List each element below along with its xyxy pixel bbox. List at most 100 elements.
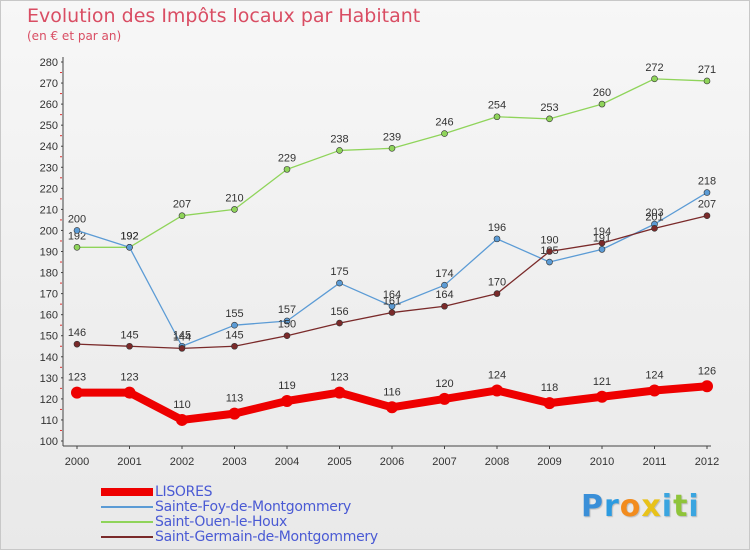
data-point <box>648 384 661 397</box>
data-label: 121 <box>593 376 611 388</box>
legend-swatch <box>101 521 153 523</box>
y-tick-label: 240 <box>40 141 58 153</box>
legend-label: Saint-Germain-de-Montgommery <box>155 529 378 545</box>
data-point <box>438 392 451 405</box>
legend-label: Saint-Ouen-le-Houx <box>155 514 287 530</box>
data-point <box>543 397 556 410</box>
data-point <box>703 189 711 196</box>
x-tick-label: 2003 <box>222 456 246 468</box>
data-point <box>176 413 188 426</box>
logo-letter: t <box>673 489 689 524</box>
data-point <box>441 302 448 310</box>
x-tick-label: 2001 <box>117 456 141 468</box>
legend-swatch <box>101 536 153 538</box>
y-tick-label: 180 <box>40 268 58 280</box>
data-point <box>598 100 606 108</box>
y-tick-label: 120 <box>40 394 58 406</box>
data-label: 239 <box>383 131 401 143</box>
legend-label: LISORES <box>155 484 213 500</box>
data-point <box>651 225 658 232</box>
data-point <box>281 394 293 407</box>
series-line-saint-germain-de-montgommery <box>76 215 708 350</box>
data-point <box>546 248 553 255</box>
data-point <box>178 345 186 352</box>
data-label: 194 <box>593 226 611 238</box>
legend-swatch <box>101 488 153 496</box>
data-label: 174 <box>435 268 453 280</box>
data-label: 196 <box>488 222 506 234</box>
data-label: 145 <box>120 329 138 341</box>
data-point <box>126 243 133 251</box>
data-label: 113 <box>226 393 244 405</box>
data-label: 253 <box>540 102 558 114</box>
data-point <box>493 235 501 243</box>
x-tick-label: 2005 <box>327 456 351 468</box>
data-label: 110 <box>173 399 191 411</box>
logo-letter: o <box>619 489 642 524</box>
data-point <box>336 147 343 154</box>
y-tick-label: 220 <box>40 183 58 195</box>
data-label: 116 <box>383 386 401 398</box>
data-label: 260 <box>593 87 611 99</box>
x-tick-label: 2000 <box>65 456 89 468</box>
x-tick-label: 2007 <box>432 456 456 468</box>
x-tick-label: 2010 <box>590 456 614 468</box>
data-point <box>598 246 606 253</box>
data-point <box>493 290 501 297</box>
data-label: 124 <box>645 369 663 381</box>
y-tick-label: 130 <box>40 373 58 385</box>
data-label: 210 <box>225 192 243 204</box>
data-label: 164 <box>383 289 401 301</box>
data-point <box>388 145 396 152</box>
data-point <box>336 319 343 327</box>
data-point <box>126 342 133 350</box>
y-tick-label: 270 <box>40 78 58 90</box>
data-point <box>703 212 711 220</box>
x-tick-label: 2004 <box>275 456 299 468</box>
data-point <box>336 279 343 287</box>
data-label: 190 <box>540 235 558 247</box>
data-label: 192 <box>120 230 138 242</box>
data-point <box>333 386 346 399</box>
logo-letter: x <box>641 489 662 524</box>
y-tick-label: 140 <box>40 352 58 364</box>
data-label: 144 <box>173 331 191 343</box>
data-label: 120 <box>435 378 453 390</box>
data-label: 156 <box>330 306 348 318</box>
y-tick-label: 100 <box>40 436 58 448</box>
y-tick-label: 250 <box>40 120 58 132</box>
data-point <box>178 212 186 220</box>
data-point <box>388 309 396 316</box>
x-tick-label: 2011 <box>643 456 667 468</box>
data-label: 200 <box>68 213 86 225</box>
data-point <box>228 407 241 420</box>
y-tick-label: 190 <box>40 247 58 259</box>
legend-label: Sainte-Foy-de-Montgommery <box>155 499 352 515</box>
data-label: 201 <box>645 211 663 223</box>
data-label: 271 <box>698 64 716 76</box>
data-point <box>73 243 81 251</box>
data-label: 150 <box>278 319 296 331</box>
y-tick-label: 200 <box>40 225 58 237</box>
data-label: 192 <box>120 230 138 242</box>
data-label: 146 <box>68 327 86 339</box>
data-point <box>123 386 136 399</box>
data-label: 254 <box>488 100 506 112</box>
data-point <box>231 321 238 329</box>
y-tick-label: 280 <box>40 57 58 69</box>
data-point <box>386 401 398 414</box>
data-point <box>441 130 448 137</box>
series-line-saint-ouen-le-houx <box>77 78 708 248</box>
data-label: 145 <box>225 329 243 341</box>
data-point <box>493 113 501 121</box>
x-tick-label: 2008 <box>485 456 509 468</box>
series-line-sainte-foy-de-montgommery <box>76 191 708 347</box>
y-tick-label: 160 <box>40 310 58 322</box>
data-point <box>441 281 448 289</box>
data-point <box>546 115 553 123</box>
data-label: 155 <box>225 308 243 320</box>
x-tick-label: 2002 <box>170 456 194 468</box>
y-tick-label: 260 <box>40 99 58 111</box>
data-label: 170 <box>488 277 506 289</box>
